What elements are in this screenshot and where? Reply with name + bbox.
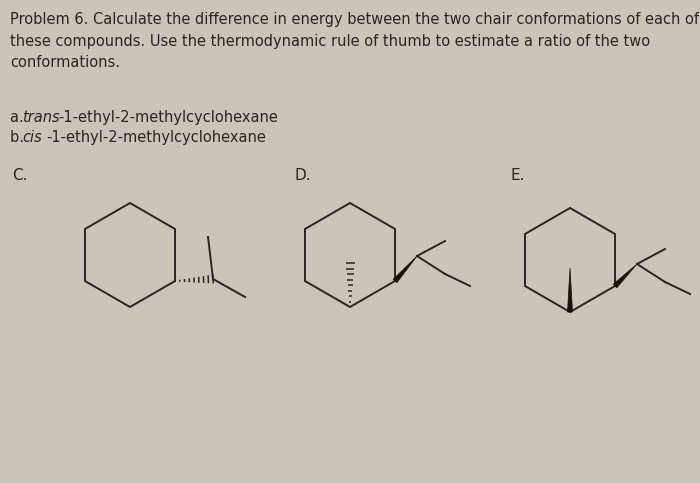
Polygon shape <box>393 256 417 283</box>
Polygon shape <box>613 264 637 288</box>
Text: C.: C. <box>12 168 27 183</box>
Text: trans: trans <box>22 110 60 125</box>
Polygon shape <box>568 268 573 312</box>
Text: b.: b. <box>10 130 29 145</box>
Text: E.: E. <box>510 168 524 183</box>
Text: -1-ethyl-2-methylcyclohexane: -1-ethyl-2-methylcyclohexane <box>46 130 266 145</box>
Text: D.: D. <box>295 168 312 183</box>
Text: -1-ethyl-2-methylcyclohexane: -1-ethyl-2-methylcyclohexane <box>58 110 278 125</box>
Text: a.: a. <box>10 110 29 125</box>
Text: Problem 6. Calculate the difference in energy between the two chair conformation: Problem 6. Calculate the difference in e… <box>10 12 699 70</box>
Text: cis: cis <box>22 130 42 145</box>
